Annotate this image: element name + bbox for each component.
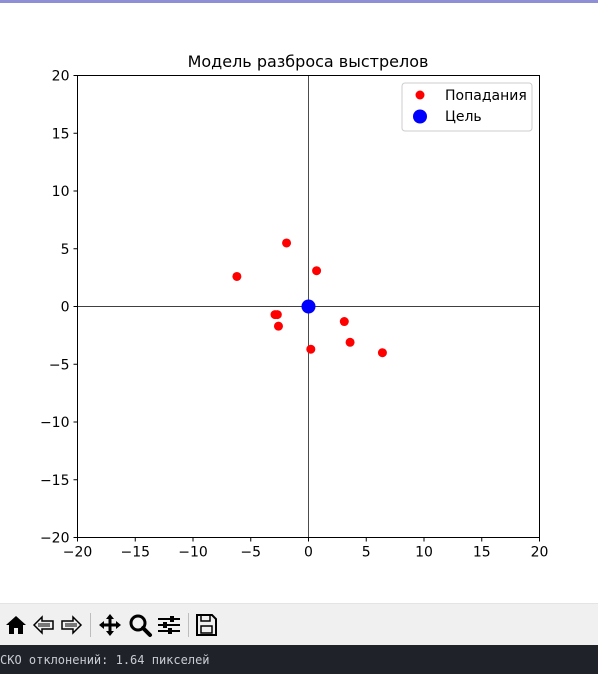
legend-label-hits: Попадания — [445, 88, 527, 104]
window-top-accent — [0, 0, 598, 3]
y-axis-ticks: −20 −15 −10 −5 0 5 10 15 20 — [40, 69, 78, 547]
configure-icon[interactable] — [155, 611, 183, 639]
x-tick-label: −20 — [63, 545, 93, 561]
console-line: СКО отклонений: 1.64 пикселей — [0, 653, 210, 667]
target-point — [301, 299, 316, 314]
hit-point — [377, 348, 387, 358]
legend-marker-hits — [415, 90, 425, 100]
y-tick-label: 5 — [61, 242, 70, 258]
y-tick-label: 0 — [61, 300, 70, 316]
zoom-icon[interactable] — [126, 611, 154, 639]
legend-label-target: Цель — [445, 109, 482, 125]
legend-marker-target — [413, 109, 427, 124]
y-tick-label: 20 — [52, 69, 70, 85]
toolbar-separator — [90, 613, 91, 637]
hit-point — [306, 344, 316, 354]
y-tick-label: −10 — [40, 415, 70, 431]
toolbar-separator — [188, 613, 189, 637]
x-axis-ticks: −20 −15 −10 −5 0 5 10 15 20 — [63, 537, 549, 561]
y-tick-label: −15 — [40, 473, 70, 489]
x-tick-label: −5 — [240, 545, 261, 561]
y-tick-label: 10 — [52, 184, 70, 200]
y-tick-label: −5 — [49, 357, 70, 373]
home-icon[interactable] — [2, 611, 30, 639]
hit-point — [282, 238, 292, 248]
chart-title: Модель разброса выстрелов — [188, 52, 429, 71]
x-tick-label: 0 — [304, 545, 313, 561]
y-tick-label: 15 — [52, 126, 70, 142]
hit-point — [232, 271, 242, 281]
legend-frame — [401, 82, 533, 132]
x-tick-label: 15 — [473, 545, 491, 561]
pan-icon[interactable] — [96, 611, 124, 639]
hit-point — [312, 266, 322, 276]
x-tick-label: 10 — [415, 545, 433, 561]
x-tick-label: −15 — [120, 545, 150, 561]
x-tick-label: 5 — [362, 545, 371, 561]
hit-point — [345, 337, 355, 347]
x-tick-label: 20 — [531, 545, 549, 561]
scatter-chart: Модель разброса выстрелов −20 −15 −10 −5 0 5 1… — [40, 52, 549, 561]
hit-point — [339, 317, 349, 327]
hit-point — [273, 321, 283, 331]
figure-canvas: Модель разброса выстрелов −20 −15 −10 −5 0 5 1… — [0, 3, 598, 603]
save-icon[interactable] — [192, 611, 220, 639]
console-previous-line-fragment: ▔▔▔▔▔▔▔▔▔▔▔▔▔▔▔▔▔▔▔▔▔▔▔▔▔▔▔▔▔▔▔▔▔▔▔▔▔▔▔▔… — [0, 645, 598, 648]
matplotlib-toolbar — [0, 603, 598, 646]
legend: Попадания Цель — [401, 82, 533, 132]
back-icon[interactable] — [30, 611, 58, 639]
forward-icon[interactable] — [57, 611, 85, 639]
hit-point — [272, 310, 282, 320]
x-tick-label: −10 — [178, 545, 208, 561]
y-tick-label: −20 — [40, 531, 70, 547]
console-output: ▔▔▔▔▔▔▔▔▔▔▔▔▔▔▔▔▔▔▔▔▔▔▔▔▔▔▔▔▔▔▔▔▔▔▔▔▔▔▔▔… — [0, 645, 598, 674]
scatter-marks — [232, 238, 387, 358]
